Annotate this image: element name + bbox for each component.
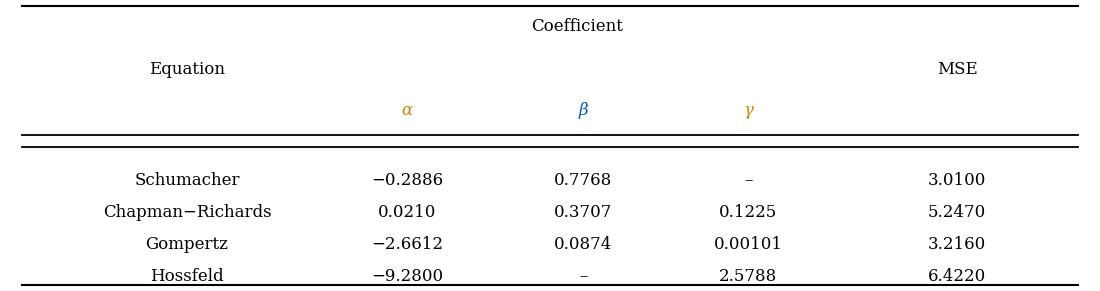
Text: 0.1225: 0.1225 [719, 204, 777, 221]
Text: 0.0210: 0.0210 [377, 204, 437, 221]
Text: 0.3707: 0.3707 [553, 204, 613, 221]
Text: 3.2160: 3.2160 [928, 236, 986, 253]
Text: Equation: Equation [148, 61, 225, 78]
Text: Schumacher: Schumacher [134, 172, 240, 189]
Text: Gompertz: Gompertz [145, 236, 229, 253]
Text: 6.4220: 6.4220 [928, 268, 986, 285]
Text: 0.00101: 0.00101 [714, 236, 782, 253]
Text: 0.0874: 0.0874 [553, 236, 613, 253]
Text: 2.5788: 2.5788 [719, 268, 777, 285]
Text: 5.2470: 5.2470 [928, 204, 986, 221]
Text: −9.2800: −9.2800 [371, 268, 443, 285]
Text: 3.0100: 3.0100 [927, 172, 987, 189]
Text: Coefficient: Coefficient [531, 18, 624, 35]
Text: –: – [579, 268, 587, 285]
Text: α: α [402, 102, 412, 119]
Text: Hossfeld: Hossfeld [151, 268, 223, 285]
Text: γ: γ [744, 102, 752, 119]
Text: β: β [579, 102, 587, 119]
Text: 0.7768: 0.7768 [554, 172, 612, 189]
Text: −0.2886: −0.2886 [371, 172, 443, 189]
Text: −2.6612: −2.6612 [371, 236, 443, 253]
Text: Chapman−Richards: Chapman−Richards [102, 204, 272, 221]
Text: MSE: MSE [936, 61, 978, 78]
Text: –: – [744, 172, 752, 189]
